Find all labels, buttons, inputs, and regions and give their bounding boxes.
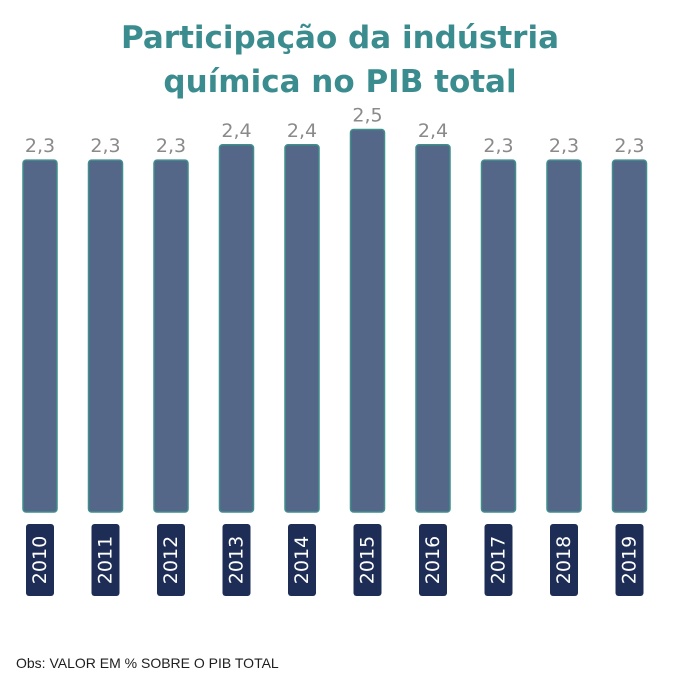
year-badge-2016: 2016	[419, 524, 447, 596]
year-label-2017: 2017	[488, 536, 510, 584]
year-badge-2013: 2013	[222, 524, 251, 596]
bar-2012	[153, 159, 189, 513]
year-label-2016: 2016	[422, 536, 444, 584]
year-label-2013: 2013	[226, 536, 248, 584]
chart-title-line-2: química no PIB total	[163, 64, 517, 100]
value-label-2010: 2,3	[25, 135, 55, 157]
value-label-2015: 2,5	[352, 105, 382, 127]
bar-2011	[87, 159, 124, 513]
footnote: Obs: VALOR EM % SOBRE O PIB TOTAL	[16, 655, 279, 671]
year-label-2019: 2019	[619, 536, 641, 584]
year-label-2011: 2011	[95, 536, 117, 584]
bar-2013	[218, 144, 255, 513]
value-label-2017: 2,3	[483, 135, 513, 157]
year-label-2012: 2012	[160, 536, 182, 584]
year-badge-2019: 2019	[615, 524, 644, 596]
value-label-2013: 2,4	[221, 120, 251, 142]
year-badge-box	[550, 524, 578, 596]
bar-2017	[480, 159, 517, 513]
year-badge-box	[157, 524, 185, 596]
value-label-2019: 2,3	[614, 135, 644, 157]
year-label-2015: 2015	[357, 536, 379, 584]
value-label-2011: 2,3	[90, 135, 120, 157]
year-badge-box	[484, 524, 513, 596]
year-label-2018: 2018	[553, 536, 575, 584]
bar-2015	[349, 128, 386, 513]
year-badge-2010: 2010	[26, 524, 54, 596]
value-label-2016: 2,4	[418, 120, 448, 142]
value-labels-layer: 2,3 2,3 2,3 2,4 2,4 2,5 2,4 2,3 2,3 2,3	[25, 105, 645, 158]
year-badge-2017: 2017	[484, 524, 513, 596]
year-badge-2012: 2012	[157, 524, 185, 596]
year-badge-box	[288, 524, 316, 596]
bar-2018	[546, 159, 582, 513]
value-label-2012: 2,3	[156, 135, 186, 157]
year-badge-box	[26, 524, 54, 596]
bars-layer	[22, 128, 648, 513]
year-badge-box	[615, 524, 644, 596]
chart-title: Participação da indústria química no PIB…	[0, 16, 680, 104]
chart-title-line-1: Participação da indústria	[121, 20, 559, 56]
bar-2016	[415, 144, 451, 513]
year-badge-box	[222, 524, 251, 596]
year-badge-box	[419, 524, 447, 596]
value-label-2018: 2,3	[549, 135, 579, 157]
year-badge-2014: 2014	[288, 524, 316, 596]
year-label-2010: 2010	[29, 536, 51, 584]
bar-2014	[284, 144, 320, 513]
year-badges-layer: 2010 2011 2012 2013 2014 2015 2016 2017 2018 2019	[26, 524, 644, 596]
value-label-2014: 2,4	[287, 120, 317, 142]
year-badge-2018: 2018	[550, 524, 578, 596]
year-label-2014: 2014	[291, 536, 313, 584]
year-badge-box	[91, 524, 120, 596]
year-badge-2015: 2015	[353, 524, 382, 596]
year-badge-box	[353, 524, 382, 596]
bar-2010	[22, 159, 58, 513]
year-badge-2011: 2011	[91, 524, 120, 596]
bar-2019	[611, 159, 648, 513]
